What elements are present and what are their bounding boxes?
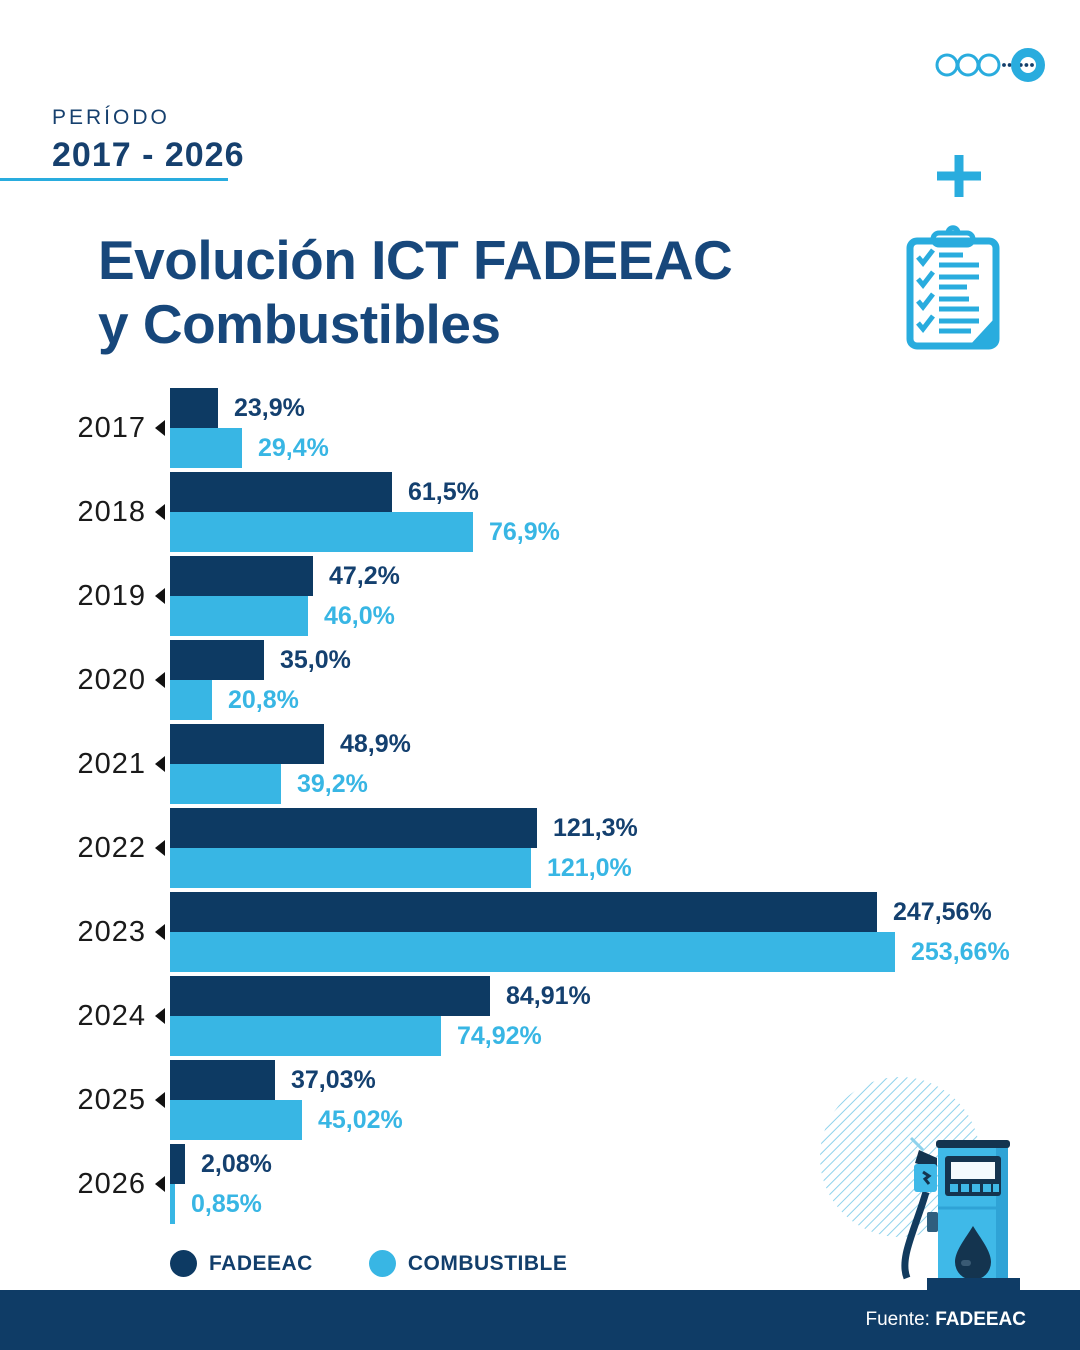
value-label-fadeeac-2021: 48,9% (340, 730, 411, 758)
year-label-2026: 2026 (77, 1168, 146, 1200)
title-line-1: Evolución ICT FADEEAC (98, 228, 733, 292)
chart-row-2020: 2020 35,0% 20,8% (0, 640, 1080, 724)
legend-dot-icon (368, 1250, 396, 1277)
source-value: FADEEAC (935, 1309, 1026, 1330)
value-label-combustible-2023: 253,66% (911, 938, 1010, 966)
chart-row-2021: 2021 48,9% 39,2% (0, 724, 1080, 808)
bar-fadeeac-2022 (170, 808, 537, 848)
bar-fadeeac-2025 (170, 1060, 275, 1100)
year-marker-icon (155, 588, 165, 604)
value-label-fadeeac-2022: 121,3% (553, 814, 638, 842)
year-label-2025: 2025 (77, 1084, 146, 1116)
year-marker-icon (155, 1092, 165, 1108)
title-bold: Evolución (98, 229, 357, 291)
value-label-combustible-2021: 39,2% (297, 770, 368, 798)
value-label-fadeeac-2018: 61,5% (408, 478, 479, 506)
period-label: PERÍODO (52, 106, 170, 129)
year-marker-icon (155, 924, 165, 940)
chart-row-2017: 2017 23,9% 29,4% (0, 388, 1080, 472)
source-note: Fuente: FADEEAC (865, 1290, 1026, 1350)
bar-fadeeac-2020 (170, 640, 264, 680)
bar-combustible-2017 (170, 428, 242, 468)
value-label-combustible-2026: 0,85% (191, 1190, 262, 1218)
value-label-combustible-2020: 20,8% (228, 686, 299, 714)
bar-combustible-2024 (170, 1016, 441, 1056)
period-range: 2017 - 2026 (52, 136, 245, 174)
value-label-fadeeac-2023: 247,56% (893, 898, 992, 926)
bar-combustible-2022 (170, 848, 531, 888)
year-marker-icon (155, 504, 165, 520)
period-block: PERÍODO 2017 - 2026 (52, 106, 245, 175)
year-label-2023: 2023 (77, 916, 146, 948)
bar-fadeeac-2023 (170, 892, 877, 932)
year-label-2024: 2024 (77, 1000, 146, 1032)
chart-row-2026: 2026 2,08% 0,85% (0, 1144, 1080, 1228)
value-label-combustible-2017: 29,4% (258, 434, 329, 462)
year-marker-icon (155, 1008, 165, 1024)
chart-row-2023: 2023 247,56% 253,66% (0, 892, 1080, 976)
legend-dot-icon (170, 1250, 197, 1277)
bar-fadeeac-2024 (170, 976, 490, 1016)
chart-row-2022: 2022 121,3% 121,0% (0, 808, 1080, 892)
legend-label: COMBUSTIBLE (407, 1251, 568, 1275)
value-label-combustible-2025: 45,02% (318, 1106, 403, 1134)
year-marker-icon (155, 756, 165, 772)
bar-fadeeac-2018 (170, 472, 392, 512)
title-rest: ICT FADEEAC (356, 229, 733, 291)
legend-label: FADEEAC (209, 1251, 313, 1275)
bar-combustible-2020 (170, 680, 212, 720)
bar-combustible-2018 (170, 512, 473, 552)
year-label-2022: 2022 (77, 832, 146, 864)
year-marker-icon (155, 672, 165, 688)
bar-fadeeac-2021 (170, 724, 324, 764)
source-label: Fuente: (865, 1309, 936, 1330)
bar-fadeeac-2019 (170, 556, 313, 596)
year-label-2017: 2017 (77, 412, 146, 444)
value-label-combustible-2018: 76,9% (489, 518, 560, 546)
circles-dots-ring-icon (935, 48, 1045, 82)
chart-legend: FADEEAC COMBUSTIBLE (170, 1250, 567, 1277)
title-line-2: y Combustibles (98, 293, 501, 355)
legend-item-fadeeac: FADEEAC (170, 1250, 313, 1277)
checklist-clipboard-icon (906, 225, 1000, 350)
value-label-combustible-2019: 46,0% (324, 602, 395, 630)
year-marker-icon (155, 420, 165, 436)
bar-combustible-2026 (170, 1184, 175, 1224)
bar-combustible-2019 (170, 596, 308, 636)
page-title: Evolución ICT FADEEAC y Combustibles (98, 228, 733, 356)
value-label-fadeeac-2020: 35,0% (280, 646, 351, 674)
chart-row-2018: 2018 61,5% 76,9% (0, 472, 1080, 556)
value-label-fadeeac-2024: 84,91% (506, 982, 591, 1010)
bar-chart: 2017 23,9% 29,4% 2018 61,5% 76,9% 2019 47,2% 46,… (0, 388, 1080, 1234)
bar-combustible-2023 (170, 932, 895, 972)
year-label-2021: 2021 (77, 748, 146, 780)
value-label-fadeeac-2025: 37,03% (291, 1066, 376, 1094)
fuel-pump-icon (820, 1077, 1020, 1290)
chart-row-2024: 2024 84,91% 74,92% (0, 976, 1080, 1060)
bar-combustible-2025 (170, 1100, 302, 1140)
year-label-2020: 2020 (77, 664, 146, 696)
year-marker-icon (155, 840, 165, 856)
value-label-combustible-2022: 121,0% (547, 854, 632, 882)
value-label-fadeeac-2026: 2,08% (201, 1150, 272, 1178)
period-underline (0, 178, 228, 181)
year-label-2019: 2019 (77, 580, 146, 612)
bar-fadeeac-2026 (170, 1144, 185, 1184)
bar-combustible-2021 (170, 764, 281, 804)
year-marker-icon (155, 1176, 165, 1192)
bar-fadeeac-2017 (170, 388, 218, 428)
value-label-combustible-2024: 74,92% (457, 1022, 542, 1050)
legend-item-combustible: COMBUSTIBLE (368, 1250, 568, 1277)
value-label-fadeeac-2017: 23,9% (234, 394, 305, 422)
chart-row-2025: 2025 37,03% 45,02% (0, 1060, 1080, 1144)
year-label-2018: 2018 (77, 496, 146, 528)
footer-bar: Fuente: FADEEAC (0, 1290, 1080, 1350)
plus-icon (937, 155, 981, 197)
chart-row-2019: 2019 47,2% 46,0% (0, 556, 1080, 640)
value-label-fadeeac-2019: 47,2% (329, 562, 400, 590)
